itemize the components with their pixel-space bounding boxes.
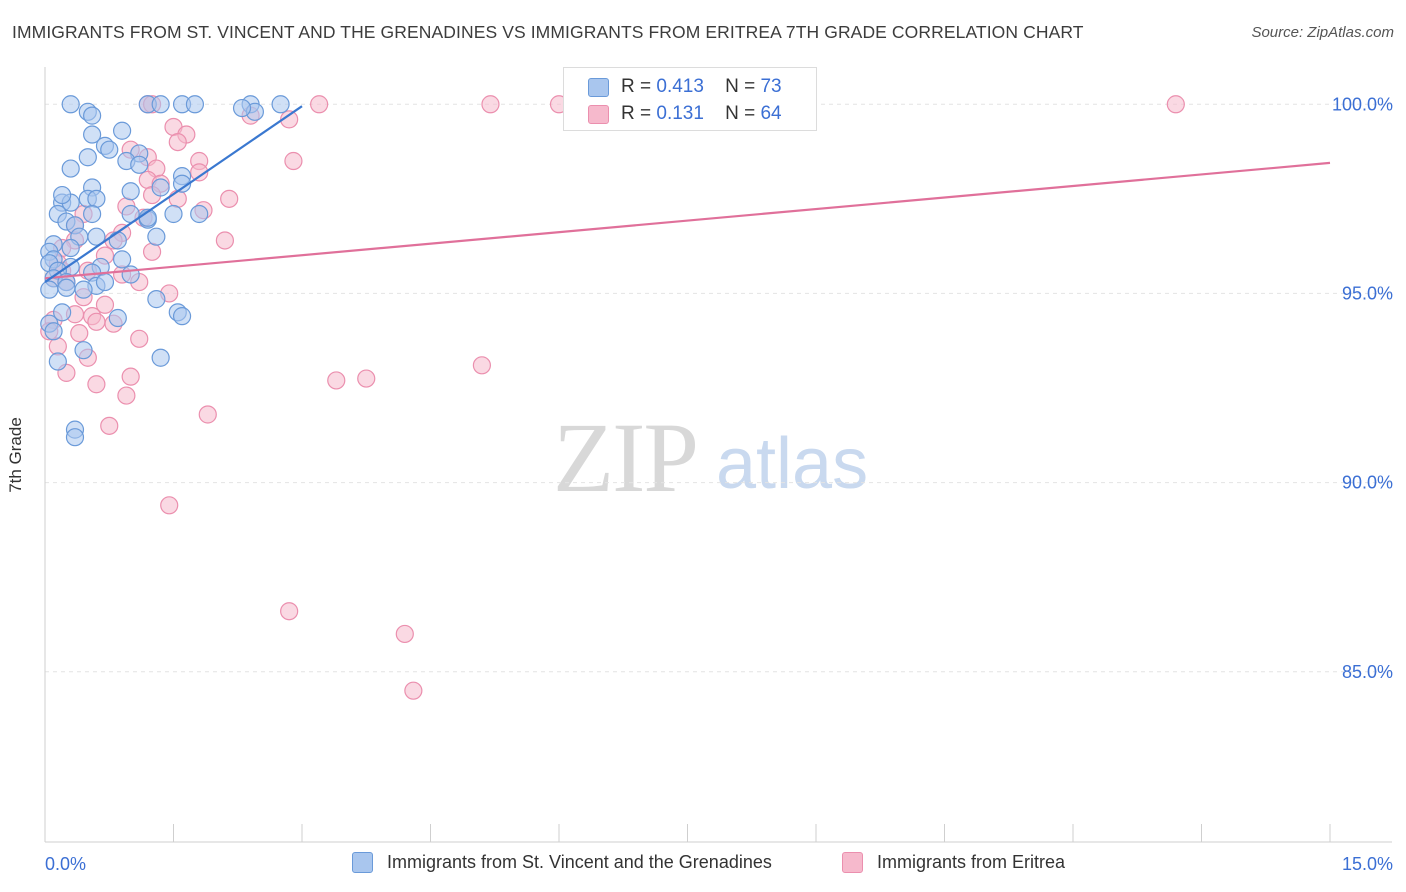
bottom-pink-label: Immigrants from Eritrea bbox=[877, 852, 1066, 872]
pink-point bbox=[310, 95, 329, 114]
pink-point bbox=[284, 151, 303, 171]
blue-point bbox=[83, 125, 102, 144]
legend-row-blue: R = 0.413 N = 73 bbox=[588, 75, 782, 99]
blue-trend-line bbox=[44, 105, 303, 283]
pink-point bbox=[472, 356, 491, 375]
pink-point bbox=[1166, 95, 1185, 114]
blue-r-label: R = bbox=[621, 76, 652, 97]
blue-point bbox=[190, 204, 209, 224]
pink-point bbox=[280, 110, 299, 129]
blue-point bbox=[112, 250, 132, 269]
x-tick-label-min: 0.0% bbox=[45, 854, 86, 874]
pink-point bbox=[198, 405, 217, 424]
bottom-pink-swatch bbox=[842, 852, 863, 873]
watermark-zip: ZIP bbox=[553, 402, 699, 513]
bottom-blue-swatch bbox=[352, 852, 373, 873]
blue-point bbox=[61, 159, 80, 178]
pink-point bbox=[168, 189, 187, 208]
y-tick-label: 95.0% bbox=[1342, 283, 1393, 303]
blue-point bbox=[87, 227, 106, 246]
pink-point bbox=[327, 371, 346, 390]
blue-point bbox=[65, 428, 85, 447]
pink-point bbox=[130, 329, 149, 348]
blue-point bbox=[61, 95, 80, 114]
pink-point bbox=[395, 624, 414, 644]
blue-n-label: N = bbox=[725, 76, 756, 97]
blue-point bbox=[78, 148, 97, 167]
bottom-blue-label: Immigrants from St. Vincent and the Gren… bbox=[387, 852, 772, 872]
blue-point bbox=[95, 272, 115, 292]
pink-r-value: 0.131 bbox=[656, 103, 704, 124]
pink-point bbox=[357, 369, 376, 388]
blue-point bbox=[172, 307, 192, 326]
blue-point bbox=[108, 308, 127, 328]
pink-point bbox=[168, 132, 187, 152]
blue-point bbox=[74, 280, 93, 299]
blue-point bbox=[40, 280, 59, 299]
pink-point bbox=[280, 602, 299, 621]
blue-point bbox=[74, 341, 93, 360]
blue-point bbox=[100, 140, 119, 159]
pink-swatch bbox=[588, 104, 609, 124]
x-tick-label-max: 15.0% bbox=[1342, 854, 1393, 874]
pink-point bbox=[48, 337, 67, 356]
chart-title: IMMIGRANTS FROM ST. VINCENT AND THE GREN… bbox=[12, 22, 1084, 42]
blue-point bbox=[130, 155, 149, 174]
blue-point bbox=[57, 278, 76, 297]
blue-r-value: 0.413 bbox=[656, 76, 704, 97]
pink-point bbox=[142, 242, 162, 261]
stats-legend: R = 0.413 N = 73 R = 0.131 N = 64 bbox=[563, 67, 817, 131]
blue-point bbox=[164, 204, 183, 224]
blue-point bbox=[83, 106, 102, 125]
pink-point bbox=[95, 295, 115, 314]
pink-point bbox=[481, 95, 500, 114]
pink-point bbox=[215, 231, 234, 250]
pink-point bbox=[87, 375, 106, 394]
watermark-atlas: atlas bbox=[716, 424, 869, 504]
blue-point bbox=[121, 265, 140, 284]
legend-row-pink: R = 0.131 N = 64 bbox=[588, 102, 782, 126]
blue-point bbox=[151, 178, 170, 197]
blue-point bbox=[44, 322, 63, 341]
y-tick-label: 85.0% bbox=[1342, 662, 1393, 682]
pink-point bbox=[160, 496, 179, 515]
pink-point bbox=[117, 386, 136, 405]
blue-point bbox=[53, 303, 72, 322]
y-tick-label: 100.0% bbox=[1332, 94, 1393, 114]
blue-point bbox=[151, 348, 170, 367]
pink-point bbox=[121, 367, 140, 386]
blue-point bbox=[147, 227, 166, 246]
blue-point bbox=[232, 98, 252, 118]
pink-trend-line bbox=[44, 161, 1331, 280]
blue-point bbox=[112, 121, 132, 140]
y-tick-label: 90.0% bbox=[1342, 473, 1393, 493]
blue-n-value: 73 bbox=[760, 76, 782, 97]
pink-point bbox=[87, 312, 106, 331]
blue-point bbox=[53, 185, 72, 205]
blue-point bbox=[48, 352, 67, 371]
blue-point bbox=[83, 204, 102, 224]
blue-point bbox=[108, 231, 127, 250]
bottom-legend-pink: Immigrants from Eritrea bbox=[842, 852, 1065, 873]
blue-point bbox=[185, 95, 205, 114]
bottom-legend-blue: Immigrants from St. Vincent and the Gren… bbox=[352, 852, 772, 873]
pink-point bbox=[404, 681, 423, 700]
pink-point bbox=[70, 324, 89, 343]
blue-point bbox=[271, 95, 290, 114]
blue-point bbox=[147, 290, 166, 309]
pink-point bbox=[190, 163, 209, 182]
pink-point bbox=[100, 416, 119, 435]
source-label: Source: ZipAtlas.com bbox=[1251, 24, 1394, 41]
pink-n-label: N = bbox=[725, 103, 756, 124]
pink-r-label: R = bbox=[621, 103, 652, 124]
blue-point bbox=[151, 95, 170, 114]
blue-point bbox=[61, 238, 80, 258]
blue-point bbox=[121, 182, 140, 201]
blue-point bbox=[87, 189, 106, 208]
blue-swatch bbox=[588, 77, 609, 97]
pink-n-value: 64 bbox=[760, 103, 782, 124]
pink-point bbox=[220, 189, 239, 208]
